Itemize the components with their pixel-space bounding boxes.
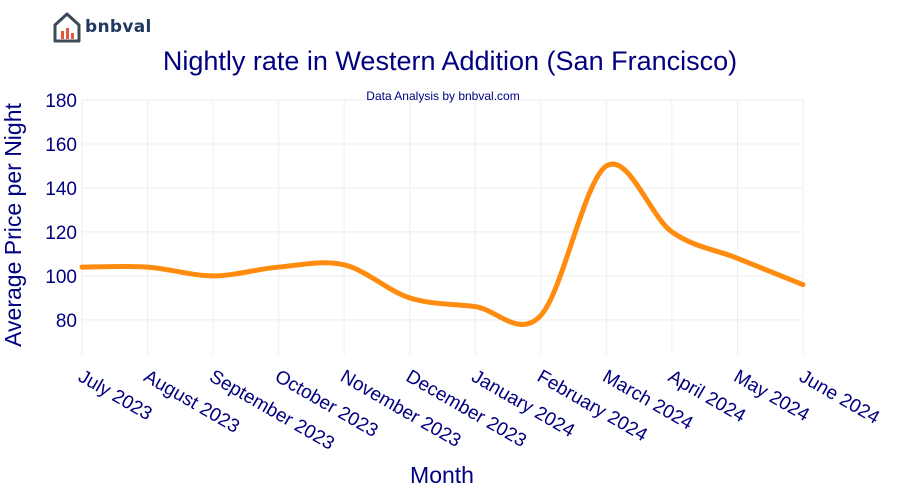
- brand-name: bnbval: [85, 17, 152, 37]
- y-axis-ticks: 80 100 120 140 160 180: [45, 91, 77, 332]
- x-tick-label: July 2023: [75, 366, 156, 425]
- chart-title: Nightly rate in Western Addition (San Fr…: [163, 46, 737, 76]
- chart-subtitle: Data Analysis by bnbval.com: [366, 89, 519, 103]
- y-tick-label: 180: [45, 91, 77, 112]
- y-axis-label: Average Price per Night: [0, 103, 26, 347]
- y-tick-label: 80: [56, 311, 77, 332]
- y-tick-label: 120: [45, 223, 77, 244]
- x-tick-label: June 2024: [796, 366, 884, 429]
- grid: [81, 99, 804, 355]
- series-line: [79, 161, 806, 327]
- x-tick-label: February 2024: [533, 366, 651, 446]
- brand-logo: bnbval: [52, 10, 152, 44]
- y-tick-label: 140: [45, 179, 77, 200]
- x-axis-label: Month: [410, 462, 474, 488]
- house-chart-icon: [53, 12, 81, 43]
- y-tick-label: 160: [45, 135, 77, 156]
- y-tick-label: 100: [45, 267, 77, 288]
